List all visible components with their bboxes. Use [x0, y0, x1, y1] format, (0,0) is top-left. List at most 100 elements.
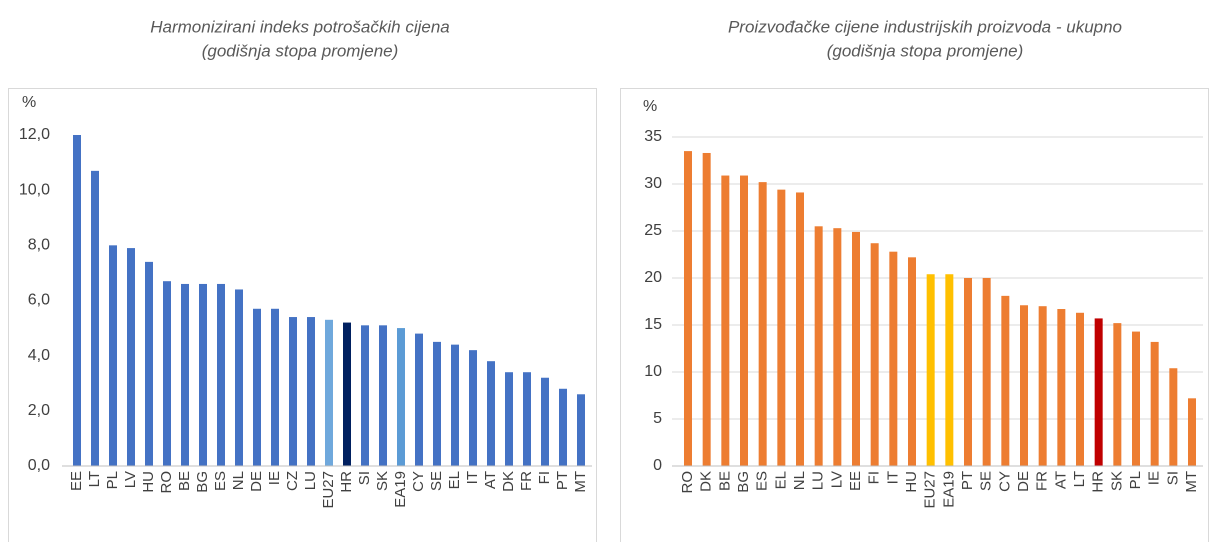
bar	[1094, 318, 1103, 466]
x-tick-label: MT	[572, 471, 589, 493]
x-tick-label: CY	[996, 471, 1013, 492]
x-tick-label: EA19	[940, 471, 957, 508]
x-tick-label: CZ	[284, 471, 301, 491]
x-tick-label: PT	[554, 471, 571, 490]
x-tick-label: EL	[446, 471, 463, 489]
x-tick-label: FR	[518, 471, 535, 491]
y-tick-label: 10	[644, 363, 662, 380]
bar	[833, 228, 842, 466]
bar	[1132, 331, 1140, 466]
chart-subtitle: (godišnja stopa promjene)	[827, 41, 1024, 60]
bar	[1001, 295, 1010, 466]
x-tick-label: LT	[86, 471, 103, 487]
x-tick-label: MT	[1183, 471, 1200, 493]
y-axis-label: %	[643, 98, 657, 115]
bar	[559, 388, 567, 466]
bar	[541, 377, 549, 466]
x-tick-label: IT	[464, 471, 481, 484]
bar	[577, 394, 585, 466]
y-tick-label: 0,0	[28, 457, 50, 474]
x-tick-label: EU27	[320, 471, 337, 509]
x-tick-label: EE	[68, 471, 85, 491]
x-tick-label: DE	[1015, 471, 1032, 492]
x-tick-label: SE	[978, 471, 995, 491]
x-tick-label: FI	[536, 471, 553, 484]
bar	[982, 278, 991, 466]
bar	[964, 278, 972, 466]
x-tick-label: AT	[1052, 471, 1069, 489]
bar	[523, 372, 531, 466]
x-tick-label: HU	[140, 471, 157, 493]
bar	[379, 325, 387, 466]
x-tick-label: LV	[828, 471, 845, 488]
bar	[758, 182, 767, 466]
x-tick-label: EL	[772, 471, 789, 489]
bar	[325, 319, 333, 466]
x-tick-label: LV	[122, 471, 139, 488]
x-tick-label: SE	[428, 471, 445, 491]
x-tick-label: EA19	[392, 471, 409, 508]
bar	[870, 243, 879, 466]
bar	[235, 289, 243, 466]
y-tick-label: 20	[644, 269, 662, 286]
bar	[1076, 312, 1084, 466]
bar	[1113, 323, 1122, 466]
x-tick-label: HR	[1090, 471, 1107, 493]
y-tick-label: 15	[644, 316, 662, 333]
x-tick-label: ES	[212, 471, 229, 491]
x-tick-label: NL	[791, 471, 808, 490]
y-tick-label: 35	[644, 128, 662, 145]
x-tick-label: IE	[266, 471, 283, 485]
y-tick-label: 6,0	[28, 292, 50, 309]
bar	[505, 372, 513, 466]
bar	[307, 317, 315, 466]
bar	[702, 152, 711, 467]
bar	[721, 175, 730, 467]
bar	[91, 170, 99, 466]
bar	[1150, 341, 1159, 466]
y-tick-label: 10,0	[19, 181, 50, 198]
bar	[181, 283, 189, 466]
x-tick-label: DK	[500, 471, 517, 492]
x-tick-label: ES	[754, 471, 771, 491]
bar	[163, 281, 171, 466]
x-tick-label: FI	[866, 471, 883, 484]
y-tick-label: 0	[653, 457, 662, 474]
x-tick-label: PT	[959, 471, 976, 490]
bar	[451, 344, 459, 466]
bar	[1057, 309, 1066, 466]
x-tick-label: RO	[679, 471, 696, 494]
x-tick-label: AT	[482, 471, 499, 489]
bar	[1038, 306, 1047, 466]
bar	[145, 261, 153, 466]
bar	[361, 325, 369, 466]
bar	[1169, 368, 1178, 466]
bar	[343, 322, 351, 466]
x-tick-label: BE	[716, 471, 733, 491]
bar	[908, 257, 916, 466]
bar	[777, 189, 786, 466]
x-tick-label: LT	[1071, 471, 1088, 487]
chart-subtitle: (godišnja stopa promjene)	[202, 41, 399, 60]
x-tick-label: HU	[903, 471, 920, 493]
bar	[889, 251, 898, 466]
bar	[1188, 398, 1196, 466]
bar	[1020, 305, 1028, 466]
y-tick-label: 5	[653, 410, 662, 427]
bar	[945, 274, 954, 466]
x-tick-label: RO	[158, 471, 175, 494]
bar	[199, 283, 207, 466]
x-tick-label: EE	[847, 471, 864, 491]
y-tick-label: 25	[644, 222, 662, 239]
bar	[289, 317, 297, 466]
y-tick-label: 2,0	[28, 402, 50, 419]
x-tick-label: IT	[884, 471, 901, 484]
bar	[469, 350, 477, 466]
chart-title: Proizvođačke cijene industrijskih proizv…	[728, 17, 1122, 36]
x-tick-label: DK	[698, 471, 715, 492]
bar	[814, 226, 823, 466]
x-tick-label: FR	[1034, 471, 1051, 491]
bar	[487, 361, 495, 466]
bar	[397, 328, 405, 466]
